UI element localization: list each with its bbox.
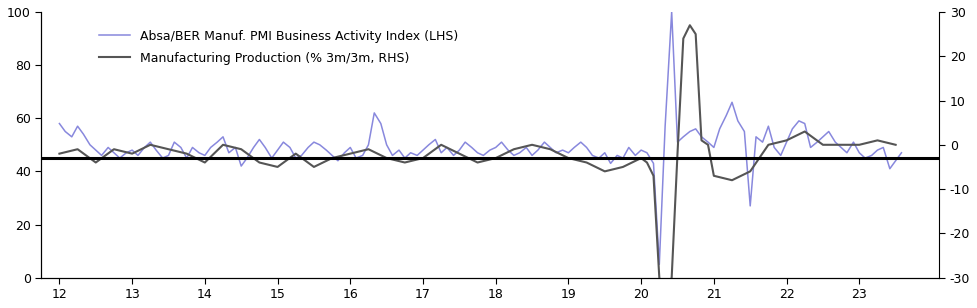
Legend: Absa/BER Manuf. PMI Business Activity Index (LHS), Manufacturing Production (% 3: Absa/BER Manuf. PMI Business Activity In…	[93, 23, 464, 71]
